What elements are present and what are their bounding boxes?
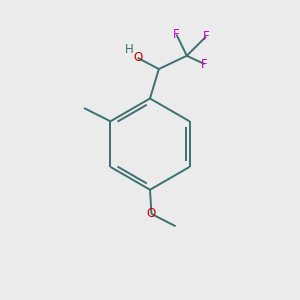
- Text: O: O: [133, 51, 142, 64]
- Text: F: F: [202, 30, 209, 43]
- Text: F: F: [201, 58, 208, 70]
- Text: O: O: [147, 207, 156, 220]
- Text: F: F: [173, 28, 180, 41]
- Text: H: H: [125, 43, 134, 56]
